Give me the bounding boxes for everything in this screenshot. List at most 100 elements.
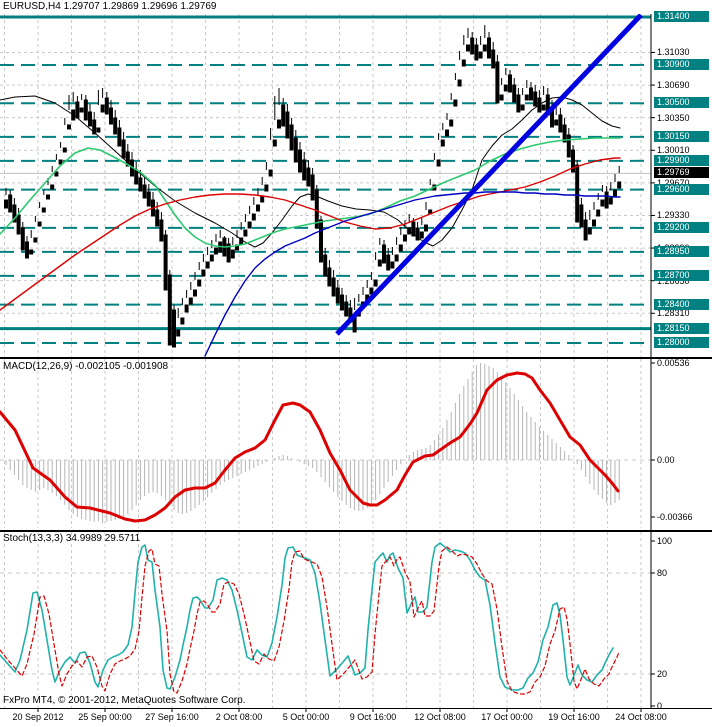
- candle: [109, 107, 113, 125]
- panel-separator[interactable]: [0, 357, 712, 359]
- candle: [575, 164, 580, 223]
- candle: [33, 237, 38, 243]
- candle: [243, 229, 248, 237]
- candle: [226, 243, 231, 263]
- main-panel[interactable]: [0, 14, 651, 357]
- trendline-blue: [335, 14, 643, 336]
- price-level-badge: 1.28000: [654, 336, 709, 348]
- panel-separator[interactable]: [0, 530, 712, 532]
- candle: [457, 79, 462, 87]
- candle: [386, 254, 391, 271]
- price-level-badge: 1.28150: [654, 322, 709, 334]
- candle: [16, 214, 21, 235]
- candle: [319, 219, 323, 263]
- candle: [495, 61, 500, 104]
- candle: [373, 279, 378, 287]
- macd-signal-line: [0, 371, 620, 523]
- candle: [340, 294, 344, 311]
- price-tick-label: 1.30350: [657, 112, 690, 123]
- candle: [193, 289, 197, 297]
- candle: [260, 195, 265, 203]
- stoch-k-line: [0, 542, 614, 691]
- candle: [230, 249, 235, 259]
- candle: [88, 111, 92, 127]
- time-axis-label: 12 Oct 08:00: [414, 712, 466, 722]
- candle: [79, 107, 84, 113]
- candle: [466, 44, 470, 52]
- candle: [251, 213, 256, 221]
- candle: [4, 199, 8, 209]
- price-level-badge: 1.29600: [654, 183, 709, 195]
- candle: [134, 169, 139, 185]
- stoch-axis-label: 20: [657, 669, 668, 679]
- candle: [419, 231, 424, 239]
- candle: [159, 219, 164, 242]
- ma-red: [0, 157, 621, 311]
- price-tick-label: 1.30690: [657, 80, 690, 91]
- candle: [579, 204, 584, 228]
- time-axis-label: 19 Oct 16:00: [548, 712, 600, 722]
- candle: [377, 259, 382, 267]
- stoch-d-line: [0, 546, 620, 695]
- candle: [310, 174, 315, 201]
- candle: [172, 309, 176, 348]
- candle: [29, 249, 34, 255]
- candle: [214, 247, 218, 255]
- price-level-badge: 1.31400: [654, 11, 709, 22]
- candle: [302, 159, 307, 181]
- candle: [67, 124, 71, 130]
- candle: [382, 244, 386, 264]
- candle: [83, 99, 88, 121]
- candle: [180, 317, 185, 325]
- price-tick-label: 1.31030: [657, 47, 690, 58]
- candle: [75, 101, 80, 119]
- price-level-badge: 1.28950: [654, 245, 709, 257]
- candle: [529, 87, 533, 101]
- stoch-panel[interactable]: [0, 532, 670, 708]
- macd-axis-label: 0.00536: [657, 358, 690, 368]
- stoch-indicator-label: Stoch(13,3,3) 34.9989 29.5711: [3, 533, 141, 544]
- macd-panel[interactable]: [0, 359, 670, 528]
- copyright-text: FxPro MT4, © 2001-2012, MetaQuotes Softw…: [3, 695, 246, 706]
- time-axis-label: 9 Oct 16:00: [349, 712, 397, 722]
- time-axis-label: 5 Oct 00:00: [282, 712, 330, 722]
- candle: [461, 59, 466, 67]
- candle: [445, 129, 449, 137]
- candle: [571, 149, 575, 173]
- time-axis-label: 17 Oct 00:00: [481, 712, 533, 722]
- candle: [54, 171, 59, 177]
- candle: [12, 204, 17, 223]
- candle: [390, 261, 395, 269]
- candle: [503, 84, 508, 92]
- candle: [58, 159, 63, 165]
- price-level-badge: 1.28400: [654, 298, 709, 310]
- candle: [201, 269, 206, 277]
- time-axis-line: [0, 708, 712, 709]
- candle: [146, 191, 151, 207]
- candle: [394, 254, 399, 262]
- candle: [293, 137, 298, 163]
- time-axis-label: 27 Sep 16:00: [145, 712, 199, 722]
- price-level-badge: 1.29900: [654, 154, 709, 166]
- candle: [415, 227, 420, 241]
- price-tick-label: 1.29670: [657, 178, 690, 188]
- candle: [25, 241, 29, 259]
- current-price-badge: 1.29769: [654, 167, 709, 179]
- candle: [478, 51, 483, 59]
- time-axis-label: 2 Oct 08:00: [215, 712, 263, 722]
- candle: [587, 227, 592, 235]
- candle: [256, 204, 260, 212]
- candle: [167, 274, 172, 346]
- candle: [205, 261, 210, 269]
- candle: [440, 139, 445, 147]
- candle: [41, 207, 46, 213]
- candle: [121, 139, 126, 159]
- candle: [323, 254, 328, 277]
- candle: [247, 221, 252, 229]
- candle: [20, 227, 25, 251]
- candle: [566, 134, 571, 158]
- candle: [289, 124, 294, 151]
- candle: [470, 37, 475, 55]
- candle: [92, 119, 97, 135]
